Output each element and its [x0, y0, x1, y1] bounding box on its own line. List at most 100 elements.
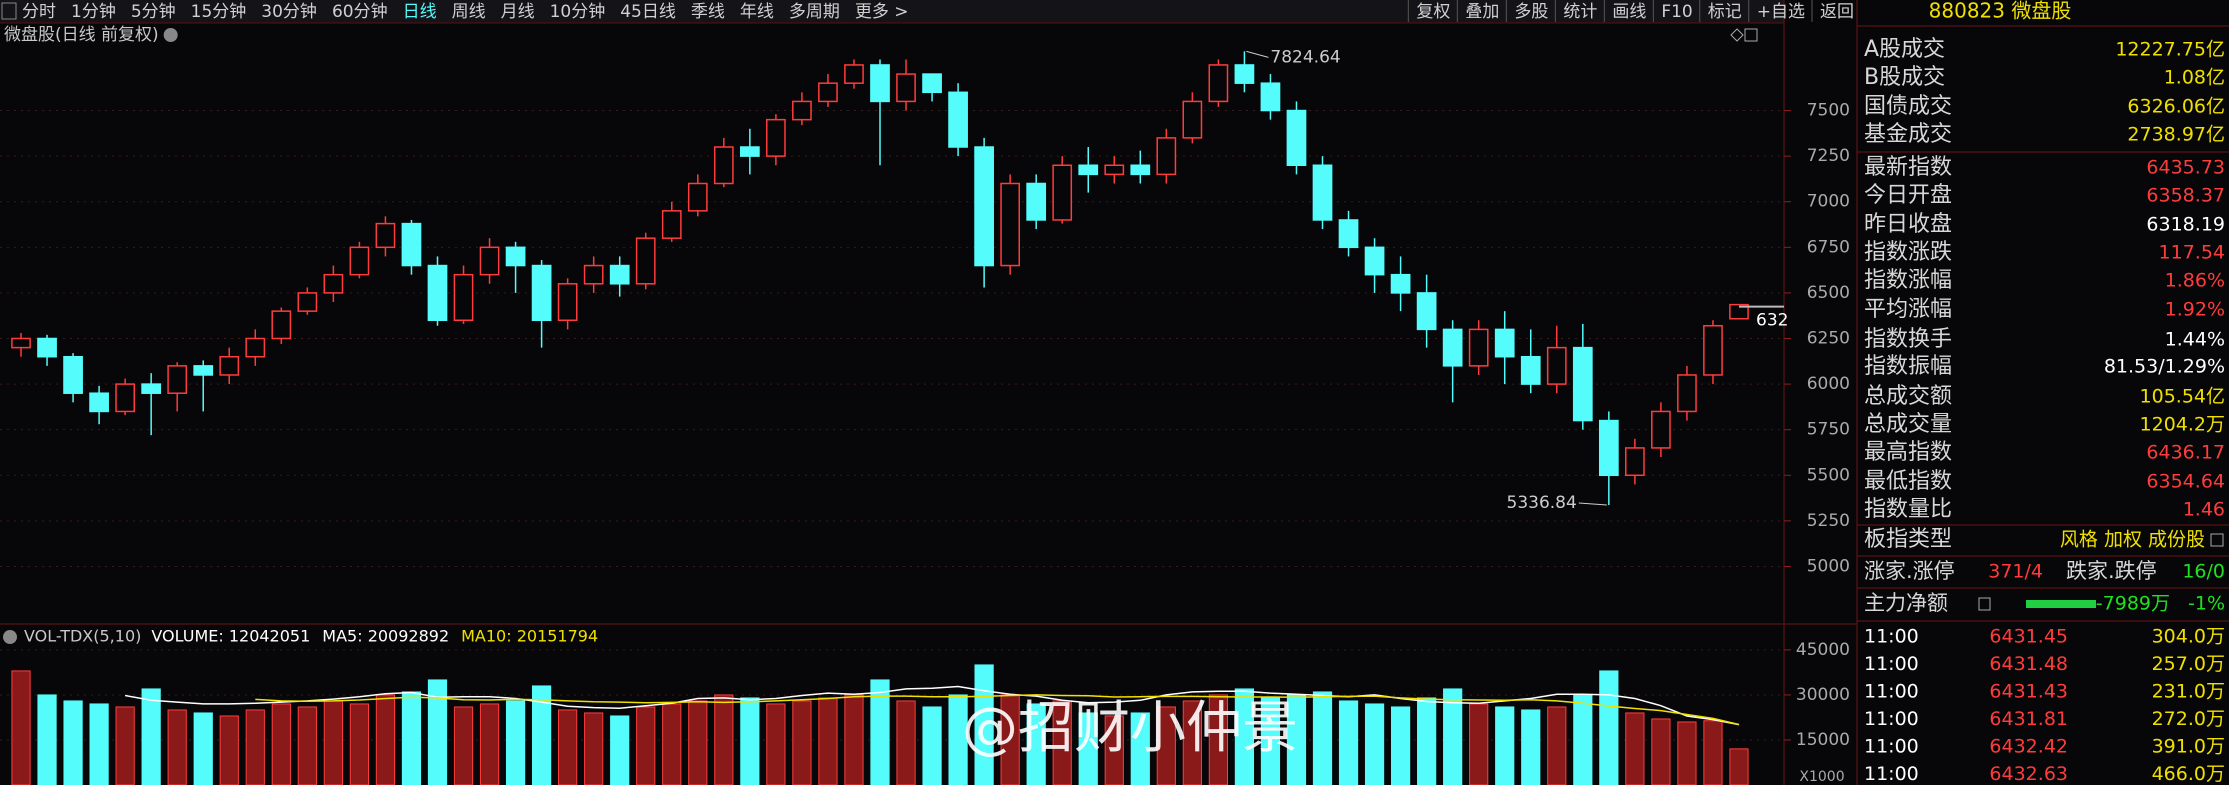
toolbar-item[interactable]: 标记	[1708, 2, 1742, 22]
toolbar-item[interactable]: +自选	[1757, 2, 1805, 22]
toolbar-item[interactable]: 15分钟	[191, 2, 247, 22]
candle-body	[375, 222, 396, 249]
toolbar-item[interactable]: 季线	[691, 2, 725, 22]
y-tick-label: 7500	[1807, 101, 1850, 121]
candle-body	[167, 365, 188, 394]
breadth-label: 跌家.跌停	[2066, 559, 2157, 583]
watermark: @招财小仲景	[962, 696, 1298, 761]
volume-bar	[375, 694, 396, 785]
toolbar-item[interactable]: 60分钟	[332, 2, 388, 22]
candle-body	[1520, 355, 1541, 385]
volume-bar	[193, 712, 213, 785]
toolbar-item[interactable]: 1分钟	[71, 2, 116, 22]
dropdown-icon[interactable]	[163, 28, 178, 42]
volume-bar	[271, 703, 291, 785]
toolbar-item[interactable]: 返回	[1820, 2, 1854, 22]
flow-pct: -1%	[2188, 593, 2225, 615]
panel-label: 板指类型	[1864, 527, 1952, 552]
candle-body	[948, 91, 968, 148]
volume-bar	[1547, 706, 1567, 785]
toolbar-item[interactable]: 画线	[1612, 2, 1646, 22]
toolbar-item[interactable]: 复权	[1416, 2, 1450, 22]
high-label: 7824.64	[1270, 47, 1340, 67]
candle-body	[1442, 328, 1463, 367]
toolbar-item[interactable]: 10分钟	[550, 2, 606, 22]
panel-value: 1.92%	[2165, 299, 2225, 321]
y-tick-label: 6000	[1807, 374, 1850, 394]
panel-value: 6435.73	[2146, 157, 2225, 179]
candle-body	[661, 210, 682, 239]
candle-body	[141, 383, 162, 394]
panel-value: 12227.75亿	[2115, 39, 2225, 61]
volume-bar	[1390, 706, 1411, 785]
volume-bar	[1521, 709, 1541, 785]
y-tick-label: 5000	[1807, 556, 1850, 576]
dropdown-icon[interactable]	[3, 630, 17, 644]
candle-body	[453, 273, 474, 322]
toolbar-item[interactable]: 叠加	[1465, 2, 1499, 22]
y-tick-label: 45000	[1796, 640, 1850, 660]
breadth-value: 371/4	[1988, 561, 2043, 583]
diamond-icon[interactable]	[1730, 28, 1744, 42]
toolbar-item[interactable]: 5分钟	[131, 2, 176, 22]
toolbar-item[interactable]: 月线	[501, 2, 535, 22]
toolbar-bg	[0, 0, 1784, 23]
candle-body	[1572, 346, 1593, 422]
candle-body	[870, 64, 890, 103]
candle-body	[271, 310, 292, 340]
candle-body	[89, 392, 109, 413]
volume-bar	[766, 703, 786, 785]
panel-value: 6354.64	[2146, 471, 2225, 493]
panel-icon[interactable]	[2210, 533, 2224, 547]
volume-bar	[714, 694, 734, 785]
tick-price: 6431.48	[1989, 653, 2068, 675]
flow-value: -7989万	[2096, 593, 2170, 615]
volume-bar	[1338, 700, 1359, 785]
panel-label: 基金成交	[1864, 122, 1952, 147]
volume-bar	[1182, 700, 1202, 785]
candle-body	[1338, 219, 1359, 249]
candle-body	[1677, 374, 1697, 413]
window-icon[interactable]	[1744, 28, 1758, 42]
toolbar-item[interactable]: 分时	[22, 2, 56, 22]
panel-label: 最低指数	[1864, 469, 1952, 494]
tick-price: 6431.45	[1989, 626, 2068, 648]
toolbar-item[interactable]: 统计	[1563, 2, 1597, 22]
candle-body	[297, 292, 318, 312]
candle-body	[1703, 324, 1723, 376]
candle-body	[1026, 182, 1047, 221]
volume-bar	[1417, 697, 1437, 785]
chart-title: 微盘股(日线 前复权)	[4, 25, 159, 45]
toolbar-item[interactable]: 45日线	[620, 2, 676, 22]
candle-body	[922, 73, 942, 94]
tick-volume: 304.0万	[2152, 626, 2225, 648]
toolbar-item[interactable]: 更多 >	[855, 2, 909, 22]
candle-body	[1729, 303, 1749, 320]
candle-body	[349, 246, 370, 276]
annotation-arrow	[1578, 502, 1607, 506]
panel-label: 指数换手	[1864, 327, 1952, 352]
toolbar-item[interactable]: 30分钟	[261, 2, 317, 22]
toolbar-item[interactable]: 日线	[403, 2, 437, 22]
candle-body	[1130, 164, 1151, 176]
volume-bar	[740, 697, 760, 785]
toolbar-item[interactable]: 多股	[1514, 2, 1548, 22]
toolbar-item[interactable]: F10	[1661, 2, 1692, 22]
y-tick-label: 15000	[1796, 730, 1850, 750]
flow-label: 主力净额	[1864, 591, 1948, 615]
toolbar-item[interactable]: 周线	[452, 2, 486, 22]
panel-value: 105.54亿	[2140, 386, 2225, 408]
volume-bar	[1729, 748, 1749, 785]
tick-time: 11:00	[1864, 653, 1919, 675]
tick-time: 11:00	[1864, 708, 1919, 730]
toolbar-item[interactable]: 年线	[740, 2, 774, 22]
candle-body	[1416, 292, 1437, 331]
candle-body	[1234, 64, 1255, 84]
toolbar-item[interactable]: 多周期	[789, 2, 840, 22]
toolbar-icon[interactable]	[1, 2, 17, 20]
tick-price: 6432.42	[1989, 736, 2068, 758]
tick-price: 6432.63	[1989, 763, 2068, 785]
flow-icon[interactable]	[1978, 597, 1991, 611]
candle-body	[687, 182, 708, 212]
